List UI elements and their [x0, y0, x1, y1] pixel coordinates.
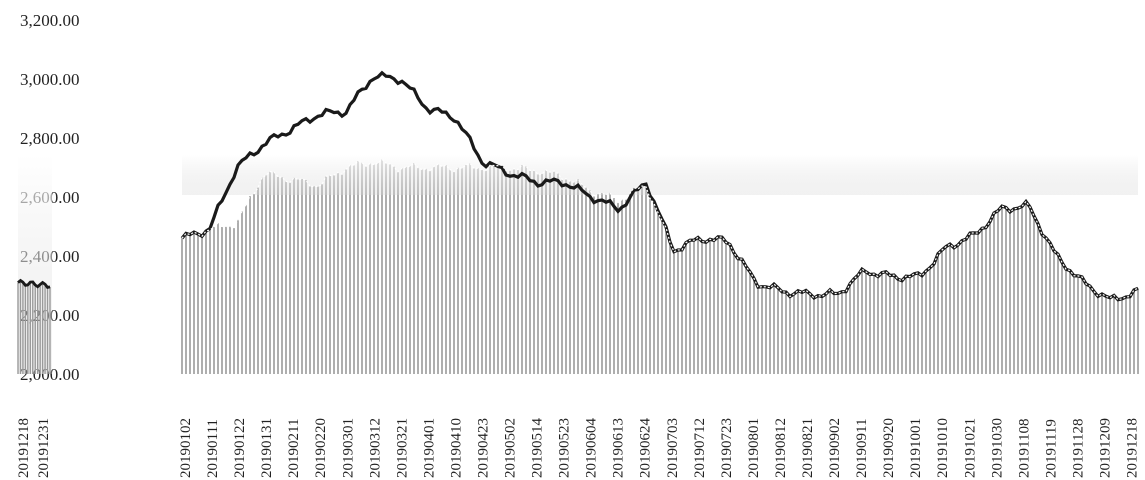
x-tick-label: 20191108 [1016, 419, 1032, 478]
x-tick-label: 20190312 [367, 418, 383, 478]
x-tick-label: 20191209 [1098, 418, 1114, 478]
x-tick-label: 20190604 [584, 418, 600, 479]
x-tick-label: 20190812 [773, 418, 789, 478]
inset-x-tick-label: 20191218 [16, 418, 32, 478]
series-line [180, 70, 1139, 302]
x-tick-label: 20190220 [313, 418, 329, 478]
x-tick-label: 20190613 [611, 418, 627, 478]
main-panel [180, 70, 1139, 374]
x-axis: 20190102 20190111 20190122 20190131 20190211… [178, 418, 1141, 479]
x-tick-label: 20190301 [340, 418, 356, 478]
x-tick-label: 20190122 [232, 418, 248, 478]
y-tick-label: 2,800.00 [20, 129, 80, 148]
x-tick-label: 20190624 [638, 418, 654, 479]
x-tick-label: 20190321 [394, 418, 410, 478]
inset-x-tick-label: 20191231 [36, 418, 52, 478]
bar-group [181, 159, 1139, 374]
x-tick-label: 20190902 [827, 418, 843, 478]
overlay-line [181, 158, 1139, 301]
x-tick-label: 20190523 [557, 418, 573, 478]
x-tick-label: 20191010 [935, 418, 951, 478]
x-tick-label: 20191021 [962, 418, 978, 478]
x-tick-label: 20190703 [665, 418, 681, 478]
x-tick-label: 20190712 [692, 418, 708, 478]
x-tick-label: 20190801 [746, 418, 762, 478]
x-tick-label: 20190723 [719, 418, 735, 478]
y-tick-label: 3,000.00 [20, 70, 80, 89]
x-tick-label: 20190423 [476, 418, 492, 478]
x-tick-label: 20190920 [881, 418, 897, 478]
x-tick-label: 20191030 [989, 418, 1005, 478]
x-tick-label: 20190410 [448, 418, 464, 478]
x-tick-label: 20190111 [205, 419, 221, 478]
x-tick-label: 20191001 [908, 418, 924, 478]
overlay-band [182, 155, 1138, 195]
x-tick-label: 20190502 [503, 418, 519, 478]
x-tick-label: 20191128 [1070, 419, 1086, 478]
inset-x-axis: 20191218 20191231 [16, 418, 52, 478]
x-tick-label: 20191119 [1043, 419, 1059, 478]
x-tick-label: 20190102 [178, 418, 194, 478]
y-tick-label: 3,200.00 [20, 11, 80, 30]
x-tick-label: 20190131 [259, 418, 275, 478]
x-tick-label: 20191218 [1125, 418, 1141, 478]
x-tick-label: 20190211 [286, 419, 302, 478]
x-tick-label: 20190911 [854, 419, 870, 478]
x-tick-label: 20190401 [421, 418, 437, 478]
inset-series-line [17, 278, 51, 289]
inset-panel [17, 155, 52, 374]
x-tick-label: 20190514 [530, 418, 546, 479]
x-tick-label: 20190821 [800, 418, 816, 478]
